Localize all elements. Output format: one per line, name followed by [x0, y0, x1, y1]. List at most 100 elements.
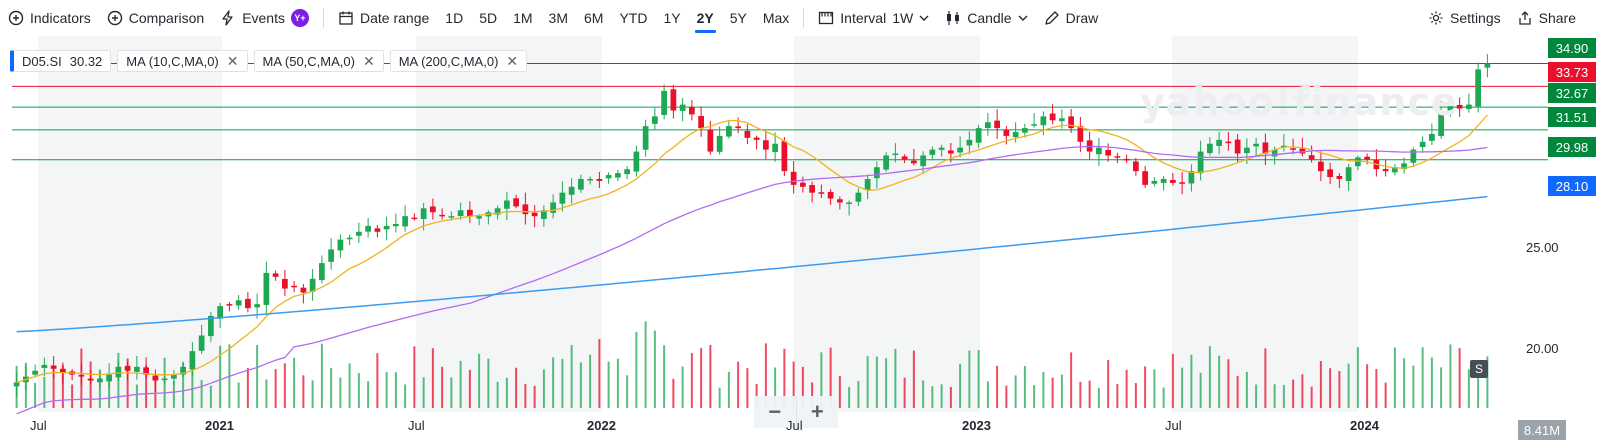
volume-bar [977, 350, 980, 408]
volume-bar [505, 377, 508, 408]
volume-bar [302, 375, 305, 408]
volume-bar [570, 345, 573, 408]
interval-value: 1W [892, 10, 914, 26]
candle-body [208, 315, 214, 337]
volume-bar [1051, 377, 1054, 408]
candle-body [476, 216, 482, 219]
range-button-6m[interactable]: 6M [584, 10, 604, 26]
volume-bar [61, 365, 64, 408]
x-axis-label: 2024 [1350, 418, 1379, 433]
candle-body [189, 351, 196, 370]
chart-type-label: Candle [967, 10, 1012, 26]
range-button-max[interactable]: Max [762, 10, 790, 26]
volume-bar [441, 366, 444, 408]
volume-bar [1412, 365, 1415, 408]
indicators-button[interactable]: Indicators [0, 0, 99, 36]
close-icon[interactable]: ✕ [226, 52, 239, 69]
range-button-3m[interactable]: 3M [548, 10, 568, 26]
range-button-2y[interactable]: 2Y [689, 0, 722, 36]
candle-body [171, 374, 177, 379]
volume-bar [1171, 353, 1174, 408]
candle-body [994, 120, 1000, 129]
date-range-label: Date range [360, 10, 430, 26]
volume-bar [894, 348, 897, 408]
candle-body [605, 175, 612, 179]
ma200-chip[interactable]: MA (200,C,MA,0) ✕ [389, 50, 528, 72]
interval-button[interactable]: Interval 1W [810, 0, 937, 36]
volume-bar [237, 382, 240, 408]
volume-bar [996, 365, 999, 408]
candle-body [513, 198, 519, 207]
candle-body [235, 300, 242, 306]
candle-body [1160, 178, 1167, 183]
volume-bar [52, 368, 55, 408]
volume-bar [209, 385, 212, 408]
candle-body [346, 237, 353, 240]
chevron-down-icon [1018, 15, 1028, 21]
volume-bar [1347, 363, 1350, 408]
volume-bar [404, 384, 407, 408]
range-button-1y[interactable]: 1Y [663, 10, 681, 26]
volume-bar [515, 367, 518, 408]
chart-area[interactable]: yahoo!finance 34.90 33.73 32.67 31.51 29.98 2… [0, 36, 1600, 448]
candle-body [41, 364, 48, 368]
candle-body [1429, 133, 1435, 141]
events-label: Events [242, 10, 285, 26]
range-button-ytd[interactable]: YTD [619, 10, 648, 26]
candle-body [383, 225, 390, 230]
candle-body [596, 178, 603, 181]
volume-bar [311, 380, 314, 408]
candle-body [985, 122, 991, 129]
volume-bar [746, 368, 749, 408]
candle-body [689, 106, 695, 115]
candle-body [337, 239, 344, 251]
share-button[interactable]: Share [1509, 0, 1584, 36]
candle-body [134, 366, 140, 372]
candle-body [633, 151, 640, 172]
candle-body [430, 206, 436, 213]
volume-bar [875, 356, 878, 408]
volume-bar [126, 358, 129, 408]
volume-bar [422, 377, 425, 408]
ma50-chip[interactable]: MA (50,C,MA,0) ✕ [253, 50, 384, 72]
candle-body [652, 116, 658, 124]
volume-bar [450, 377, 453, 408]
close-icon[interactable]: ✕ [362, 52, 375, 69]
events-button[interactable]: Events Y+ [212, 0, 317, 36]
ma10-chip[interactable]: MA (10,C,MA,0) ✕ [117, 50, 248, 72]
date-range-button[interactable]: Date range [330, 0, 437, 36]
zoom-out-button[interactable]: − [754, 396, 796, 428]
zoom-in-button[interactable]: + [795, 396, 838, 428]
candle-body [790, 171, 797, 185]
volume-bar [1042, 371, 1045, 408]
comparison-button[interactable]: Comparison [99, 0, 212, 36]
range-button-5d[interactable]: 5D [479, 10, 498, 26]
candle-body [559, 192, 566, 204]
volume-bar [293, 357, 296, 408]
split-event-badge[interactable]: S [1470, 360, 1488, 378]
draw-button[interactable]: Draw [1036, 0, 1107, 36]
price-chart[interactable] [0, 36, 1600, 448]
candle-body [874, 167, 880, 179]
settings-button[interactable]: Settings [1420, 0, 1509, 36]
chart-type-button[interactable]: Candle [937, 0, 1035, 36]
range-button-1d[interactable]: 1D [445, 10, 464, 26]
close-icon[interactable]: ✕ [506, 52, 519, 69]
symbol-chip[interactable]: D05.SI 30.32 [10, 50, 112, 72]
volume-bar [1162, 387, 1165, 408]
volume-bar [98, 369, 101, 408]
volume-bar [838, 376, 841, 408]
volume-bar [385, 372, 388, 408]
ma10-line [16, 114, 1488, 384]
candle-body [1447, 102, 1454, 111]
candle-body [217, 306, 223, 319]
volume-bar [145, 365, 148, 408]
volume-bar [1190, 354, 1193, 408]
range-button-1m[interactable]: 1M [513, 10, 533, 26]
candle-body [1188, 171, 1195, 184]
volume-bar [1079, 381, 1082, 408]
share-label: Share [1538, 10, 1576, 26]
candle-body [920, 155, 926, 167]
range-button-5y[interactable]: 5Y [729, 10, 747, 26]
volume-bar [191, 366, 194, 408]
